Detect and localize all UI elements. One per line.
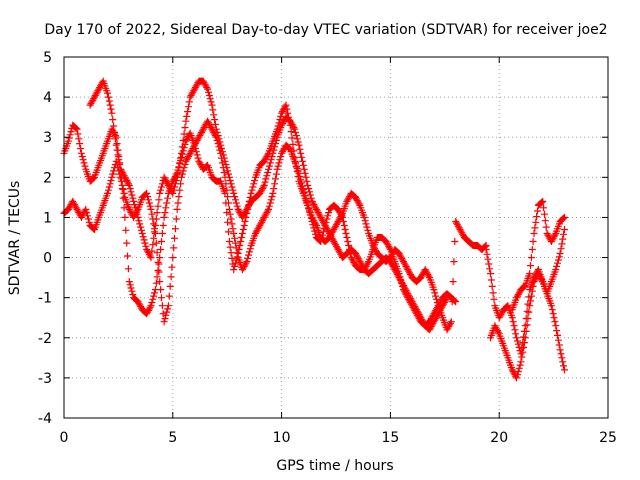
chart-title: Day 170 of 2022, Sidereal Day-to-day VTE… bbox=[44, 22, 607, 38]
series-track-c bbox=[86, 77, 451, 334]
x-tick-label: 0 bbox=[60, 430, 69, 446]
plot-frame bbox=[63, 56, 609, 419]
axis-ticks bbox=[63, 56, 609, 419]
y-tick-label: 4 bbox=[43, 90, 52, 106]
x-tick-label: 10 bbox=[273, 430, 291, 446]
x-tick-label: 20 bbox=[490, 430, 508, 446]
y-axis-label: SDTVAR / TECUs bbox=[7, 181, 23, 296]
y-tick-label: -2 bbox=[38, 331, 52, 347]
y-tick-label: 2 bbox=[43, 170, 52, 186]
x-axis-label: GPS time / hours bbox=[276, 458, 393, 474]
series-track-a bbox=[60, 101, 460, 330]
x-tick-labels: 0 5 10 15 20 25 bbox=[60, 430, 617, 446]
x-tick-label: 15 bbox=[381, 430, 399, 446]
y-tick-labels: -4 -3 -2 -1 0 1 2 3 4 5 bbox=[38, 50, 52, 427]
y-tick-label: 5 bbox=[43, 50, 52, 66]
y-tick-label: -3 bbox=[38, 371, 52, 387]
y-tick-label: -1 bbox=[38, 291, 52, 307]
y-tick-label: 3 bbox=[43, 130, 52, 146]
x-tick-label: 25 bbox=[599, 430, 617, 446]
x-tick-label: 5 bbox=[168, 430, 177, 446]
grid bbox=[64, 57, 608, 418]
y-tick-label: -4 bbox=[38, 411, 52, 427]
series-track-e bbox=[482, 226, 568, 358]
y-tick-label: 0 bbox=[43, 251, 52, 267]
y-tick-label: 1 bbox=[43, 210, 52, 226]
series-track-f bbox=[508, 197, 568, 314]
data-points bbox=[60, 77, 568, 382]
